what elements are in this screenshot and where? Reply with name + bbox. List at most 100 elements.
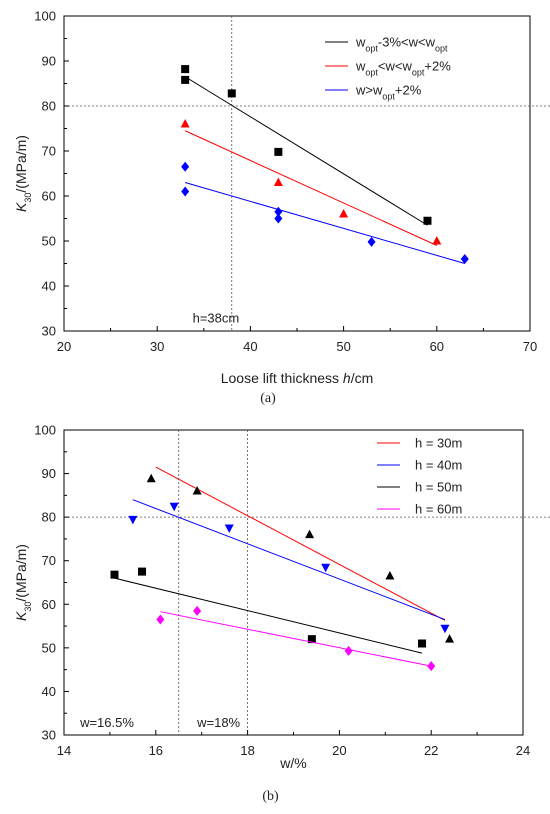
x-axis-label-unit: /cm xyxy=(351,370,374,386)
legend-label-part: h = 60m xyxy=(415,502,462,517)
y-tick-label: 80 xyxy=(42,510,56,525)
series-3 xyxy=(181,161,469,264)
data-point xyxy=(138,567,147,576)
x-axis-label-text: w/% xyxy=(279,755,306,771)
legend-label-part: opt xyxy=(435,44,448,54)
data-point xyxy=(427,661,436,672)
y-tick-label: 100 xyxy=(34,423,56,438)
legend-label-part: opt xyxy=(412,68,425,78)
data-point xyxy=(110,570,119,579)
data-point xyxy=(181,186,190,197)
legend-label-part: h = 50m xyxy=(415,480,462,495)
legend-label: w>wopt+2% xyxy=(355,83,422,102)
data-point xyxy=(169,502,179,512)
y-tick-label: 100 xyxy=(34,9,56,24)
x-tick-label: 16 xyxy=(149,743,163,758)
series-1 xyxy=(146,466,455,643)
legend-label-part: +2% xyxy=(424,59,451,74)
x-tick-label: 20 xyxy=(332,743,346,758)
fit-line xyxy=(114,577,423,654)
data-point xyxy=(146,473,156,483)
x-tick-label: 24 xyxy=(516,743,530,758)
series-3 xyxy=(110,567,427,654)
y-tick-label: 60 xyxy=(42,597,56,612)
data-point xyxy=(423,216,432,225)
x-tick-label: 14 xyxy=(57,743,71,758)
y-tick-label: 30 xyxy=(42,324,56,339)
data-point xyxy=(321,563,331,573)
y-tick-label: 40 xyxy=(42,684,56,699)
y-axis-label-sub: 30 xyxy=(23,602,33,612)
y-tick-label: 40 xyxy=(42,279,56,294)
data-point xyxy=(128,515,138,525)
x-axis-label: Loose lift thickness h/cm xyxy=(221,370,374,386)
annotation-label: w=16.5% xyxy=(79,715,134,730)
data-point xyxy=(460,254,469,264)
data-point xyxy=(156,614,165,625)
fit-line xyxy=(184,76,428,226)
data-point xyxy=(192,486,202,495)
y-tick-label: 60 xyxy=(42,189,56,204)
data-point xyxy=(181,65,190,74)
y-axis-label-var: K xyxy=(13,611,29,621)
chart-panel-b: 14 16 18 20 22 2430405060708090100w/%K30/(MPa… xyxy=(13,423,550,804)
data-point xyxy=(181,161,190,172)
data-point xyxy=(274,206,283,217)
data-point xyxy=(181,75,190,84)
legend-label: h = 30m xyxy=(415,436,462,451)
y-axis-label-unit: /(MPa/m) xyxy=(13,544,29,602)
y-tick-label: 30 xyxy=(42,728,56,743)
legend-label-part: +2% xyxy=(395,83,422,98)
fit-line xyxy=(155,466,446,621)
data-point xyxy=(307,635,316,644)
x-axis-label-text: Loose lift thickness xyxy=(221,370,343,386)
y-tick-label: 50 xyxy=(42,234,56,249)
legend-label-part: w>w xyxy=(355,83,383,98)
data-point xyxy=(305,529,315,539)
y-tick-label: 50 xyxy=(42,640,56,655)
x-tick-label: 50 xyxy=(336,339,350,354)
series-2 xyxy=(128,499,450,634)
legend-label-part: h = 30m xyxy=(415,436,462,451)
fit-line xyxy=(185,182,465,264)
legend-label: h = 50m xyxy=(415,480,462,495)
legend-label-part: opt xyxy=(365,68,378,78)
data-point xyxy=(445,634,455,643)
y-axis-label-sub: 30 xyxy=(23,193,33,203)
y-axis-label: K30/(MPa/m) xyxy=(13,544,33,621)
legend: h = 30m h = 40m h = 50m h = 60m xyxy=(377,436,462,517)
data-point xyxy=(274,147,283,156)
data-point xyxy=(418,639,427,648)
series-2 xyxy=(180,119,442,246)
data-point xyxy=(227,89,236,98)
x-tick-label: 22 xyxy=(424,743,438,758)
annotation-label: w=18% xyxy=(196,715,240,730)
x-tick-label: 70 xyxy=(523,339,537,354)
legend-label-part: h = 40m xyxy=(415,458,462,473)
y-tick-label: 90 xyxy=(42,54,56,69)
x-axis-label: w/% xyxy=(279,755,306,771)
y-tick-label: 90 xyxy=(42,466,56,481)
fit-line xyxy=(132,499,446,621)
panel-caption: (a) xyxy=(260,391,276,406)
legend-label-part: -3%<w<w xyxy=(378,35,436,50)
legend-label-part: w xyxy=(355,35,366,50)
x-tick-label: 20 xyxy=(57,339,71,354)
legend-label: h = 40m xyxy=(415,458,462,473)
y-axis-label-unit: /(MPa/m) xyxy=(13,135,29,193)
panel-caption: (b) xyxy=(262,789,279,804)
y-axis-label: K30/(MPa/m) xyxy=(13,135,33,212)
x-tick-label: 18 xyxy=(240,743,254,758)
legend-label: h = 60m xyxy=(415,502,462,517)
legend-label-part: w xyxy=(355,59,366,74)
data-point xyxy=(193,605,202,616)
x-tick-label: 40 xyxy=(243,339,257,354)
data-point xyxy=(274,213,283,224)
data-point xyxy=(440,624,450,634)
legend-label: wopt<w<wopt+2% xyxy=(355,59,451,78)
y-axis-label-var: K xyxy=(13,202,29,212)
data-point xyxy=(180,119,190,128)
